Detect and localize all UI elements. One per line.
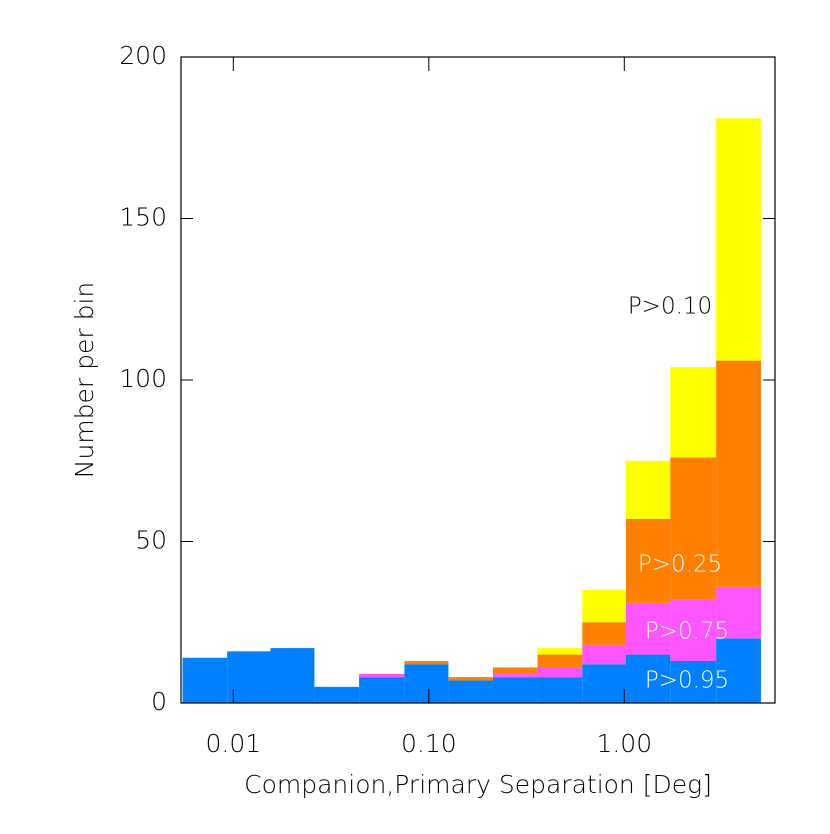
series-label: P>0.95 (645, 668, 729, 694)
bar-segment (493, 673, 538, 678)
series-label: P>0.75 (645, 619, 729, 645)
bar-segment (227, 651, 271, 703)
y-tick-label: 50 (135, 526, 167, 555)
bar-segment (625, 460, 671, 519)
bar-segment (670, 661, 717, 703)
bar-segment (537, 667, 583, 678)
y-tick-label: 0 (151, 687, 167, 716)
bar-segment (314, 686, 360, 703)
bar-segment (493, 677, 538, 703)
bar-segment (493, 667, 538, 674)
bar-segment (670, 457, 717, 600)
x-tick-label: 0.10 (401, 729, 457, 758)
bar-segment (537, 677, 583, 703)
bar-segment (625, 602, 671, 655)
bar-segment (537, 654, 583, 668)
x-tick-label: 0.01 (205, 729, 261, 758)
x-axis-label: Companion,Primary Separation [Deg] (244, 770, 712, 799)
series-label: P>0.25 (638, 552, 722, 578)
bar-segment (182, 657, 228, 703)
bar-segment (537, 648, 583, 655)
bar-segment (625, 654, 671, 703)
y-tick-label: 150 (119, 203, 167, 232)
bar-segment (670, 367, 717, 458)
y-tick-label: 100 (119, 364, 167, 393)
bar-segment (625, 518, 671, 603)
bar-segment (582, 622, 626, 645)
bar-segment (359, 677, 405, 703)
bar-segment (359, 673, 405, 678)
bar-segment (448, 677, 494, 681)
bar-segment (404, 661, 449, 665)
bar-segment (448, 680, 494, 703)
bar-segment (270, 648, 315, 703)
bar-segment (582, 644, 626, 665)
bar-segment (404, 664, 449, 703)
y-tick-label: 200 (119, 41, 167, 70)
bar-segment (670, 599, 717, 662)
bar-segment (716, 118, 761, 361)
x-tick-label: 1.00 (596, 729, 652, 758)
y-axis-label: Number per bin (70, 282, 99, 479)
bar-segment (582, 589, 626, 623)
bar-segment (716, 586, 761, 639)
bar-segment (716, 360, 761, 587)
bar-segment (582, 664, 626, 703)
series-label: P>0.10 (628, 294, 712, 320)
bar-segment (716, 638, 761, 703)
